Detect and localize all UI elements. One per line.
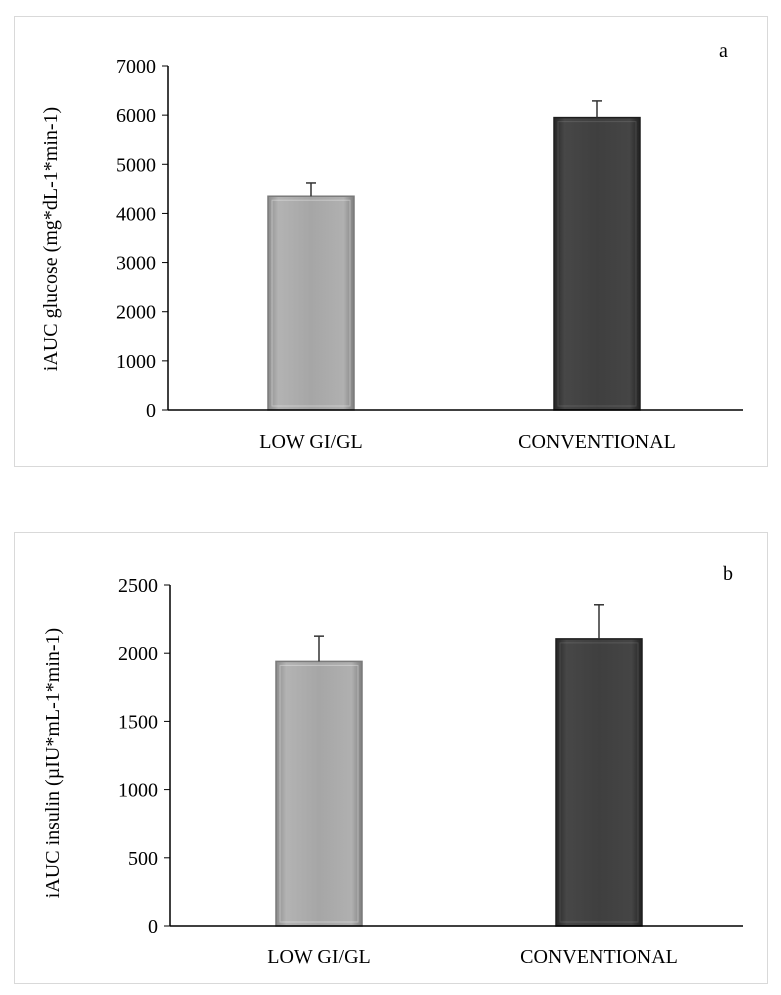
y-axis-title: iAUC insulin (µIU*mL-1*min-1) (42, 628, 64, 898)
y-tick-label: 1000 (118, 780, 158, 802)
panel-label: b (723, 563, 733, 585)
y-tick-label: 4000 (116, 203, 156, 225)
x-tick-label-low-gi: LOW GI/GL (259, 431, 363, 453)
panel-label: a (719, 40, 728, 62)
y-tick-label: 5000 (116, 154, 156, 176)
bar-low-gi-bevel (279, 664, 359, 923)
error-bar-conventional (594, 604, 604, 639)
y-tick-label: 0 (146, 400, 156, 422)
chart-panel-insulin: iAUC insulin (µIU*mL-1*min-1) b LOW GI/G… (14, 532, 768, 984)
y-tick-labels: 0 500 1000 1500 2000 2500 (118, 575, 158, 938)
x-tick-label-conventional: CONVENTIONAL (520, 946, 678, 968)
y-tick-label: 6000 (116, 105, 156, 127)
bar-low-gi (267, 195, 355, 411)
y-tick-label: 3000 (116, 253, 156, 275)
bar-low-gi-bevel (271, 199, 351, 407)
y-tick-labels: 0 1000 2000 3000 4000 5000 6000 7000 (116, 56, 156, 422)
y-tick-label: 2000 (118, 643, 158, 665)
y-tick-label: 500 (128, 848, 158, 870)
x-tick-label-conventional: CONVENTIONAL (518, 431, 676, 453)
error-bar-low-gi (306, 182, 316, 197)
bar-conventional (553, 116, 641, 411)
y-tick-label: 0 (148, 916, 158, 938)
glucose-chart: iAUC glucose (mg*dL-1*min-1) a LOW GI/GL… (40, 40, 743, 453)
y-tick-label: 7000 (116, 56, 156, 78)
x-tick-label-low-gi: LOW GI/GL (267, 946, 371, 968)
y-tick-label: 1500 (118, 711, 158, 733)
bar-conventional-bevel (557, 121, 637, 407)
bar-conventional (555, 638, 643, 927)
insulin-chart: iAUC insulin (µIU*mL-1*min-1) b LOW GI/G… (42, 563, 743, 968)
error-bar-low-gi (314, 635, 324, 662)
error-bar-conventional (592, 100, 602, 118)
chart-panel-glucose: iAUC glucose (mg*dL-1*min-1) a LOW GI/GL… (14, 16, 768, 467)
y-axis-title: iAUC glucose (mg*dL-1*min-1) (40, 107, 62, 371)
bar-conventional-bevel (559, 642, 639, 923)
bar-low-gi (275, 660, 363, 927)
y-tick-label: 1000 (116, 351, 156, 373)
y-tick-label: 2000 (116, 302, 156, 324)
y-tick-label: 2500 (118, 575, 158, 597)
